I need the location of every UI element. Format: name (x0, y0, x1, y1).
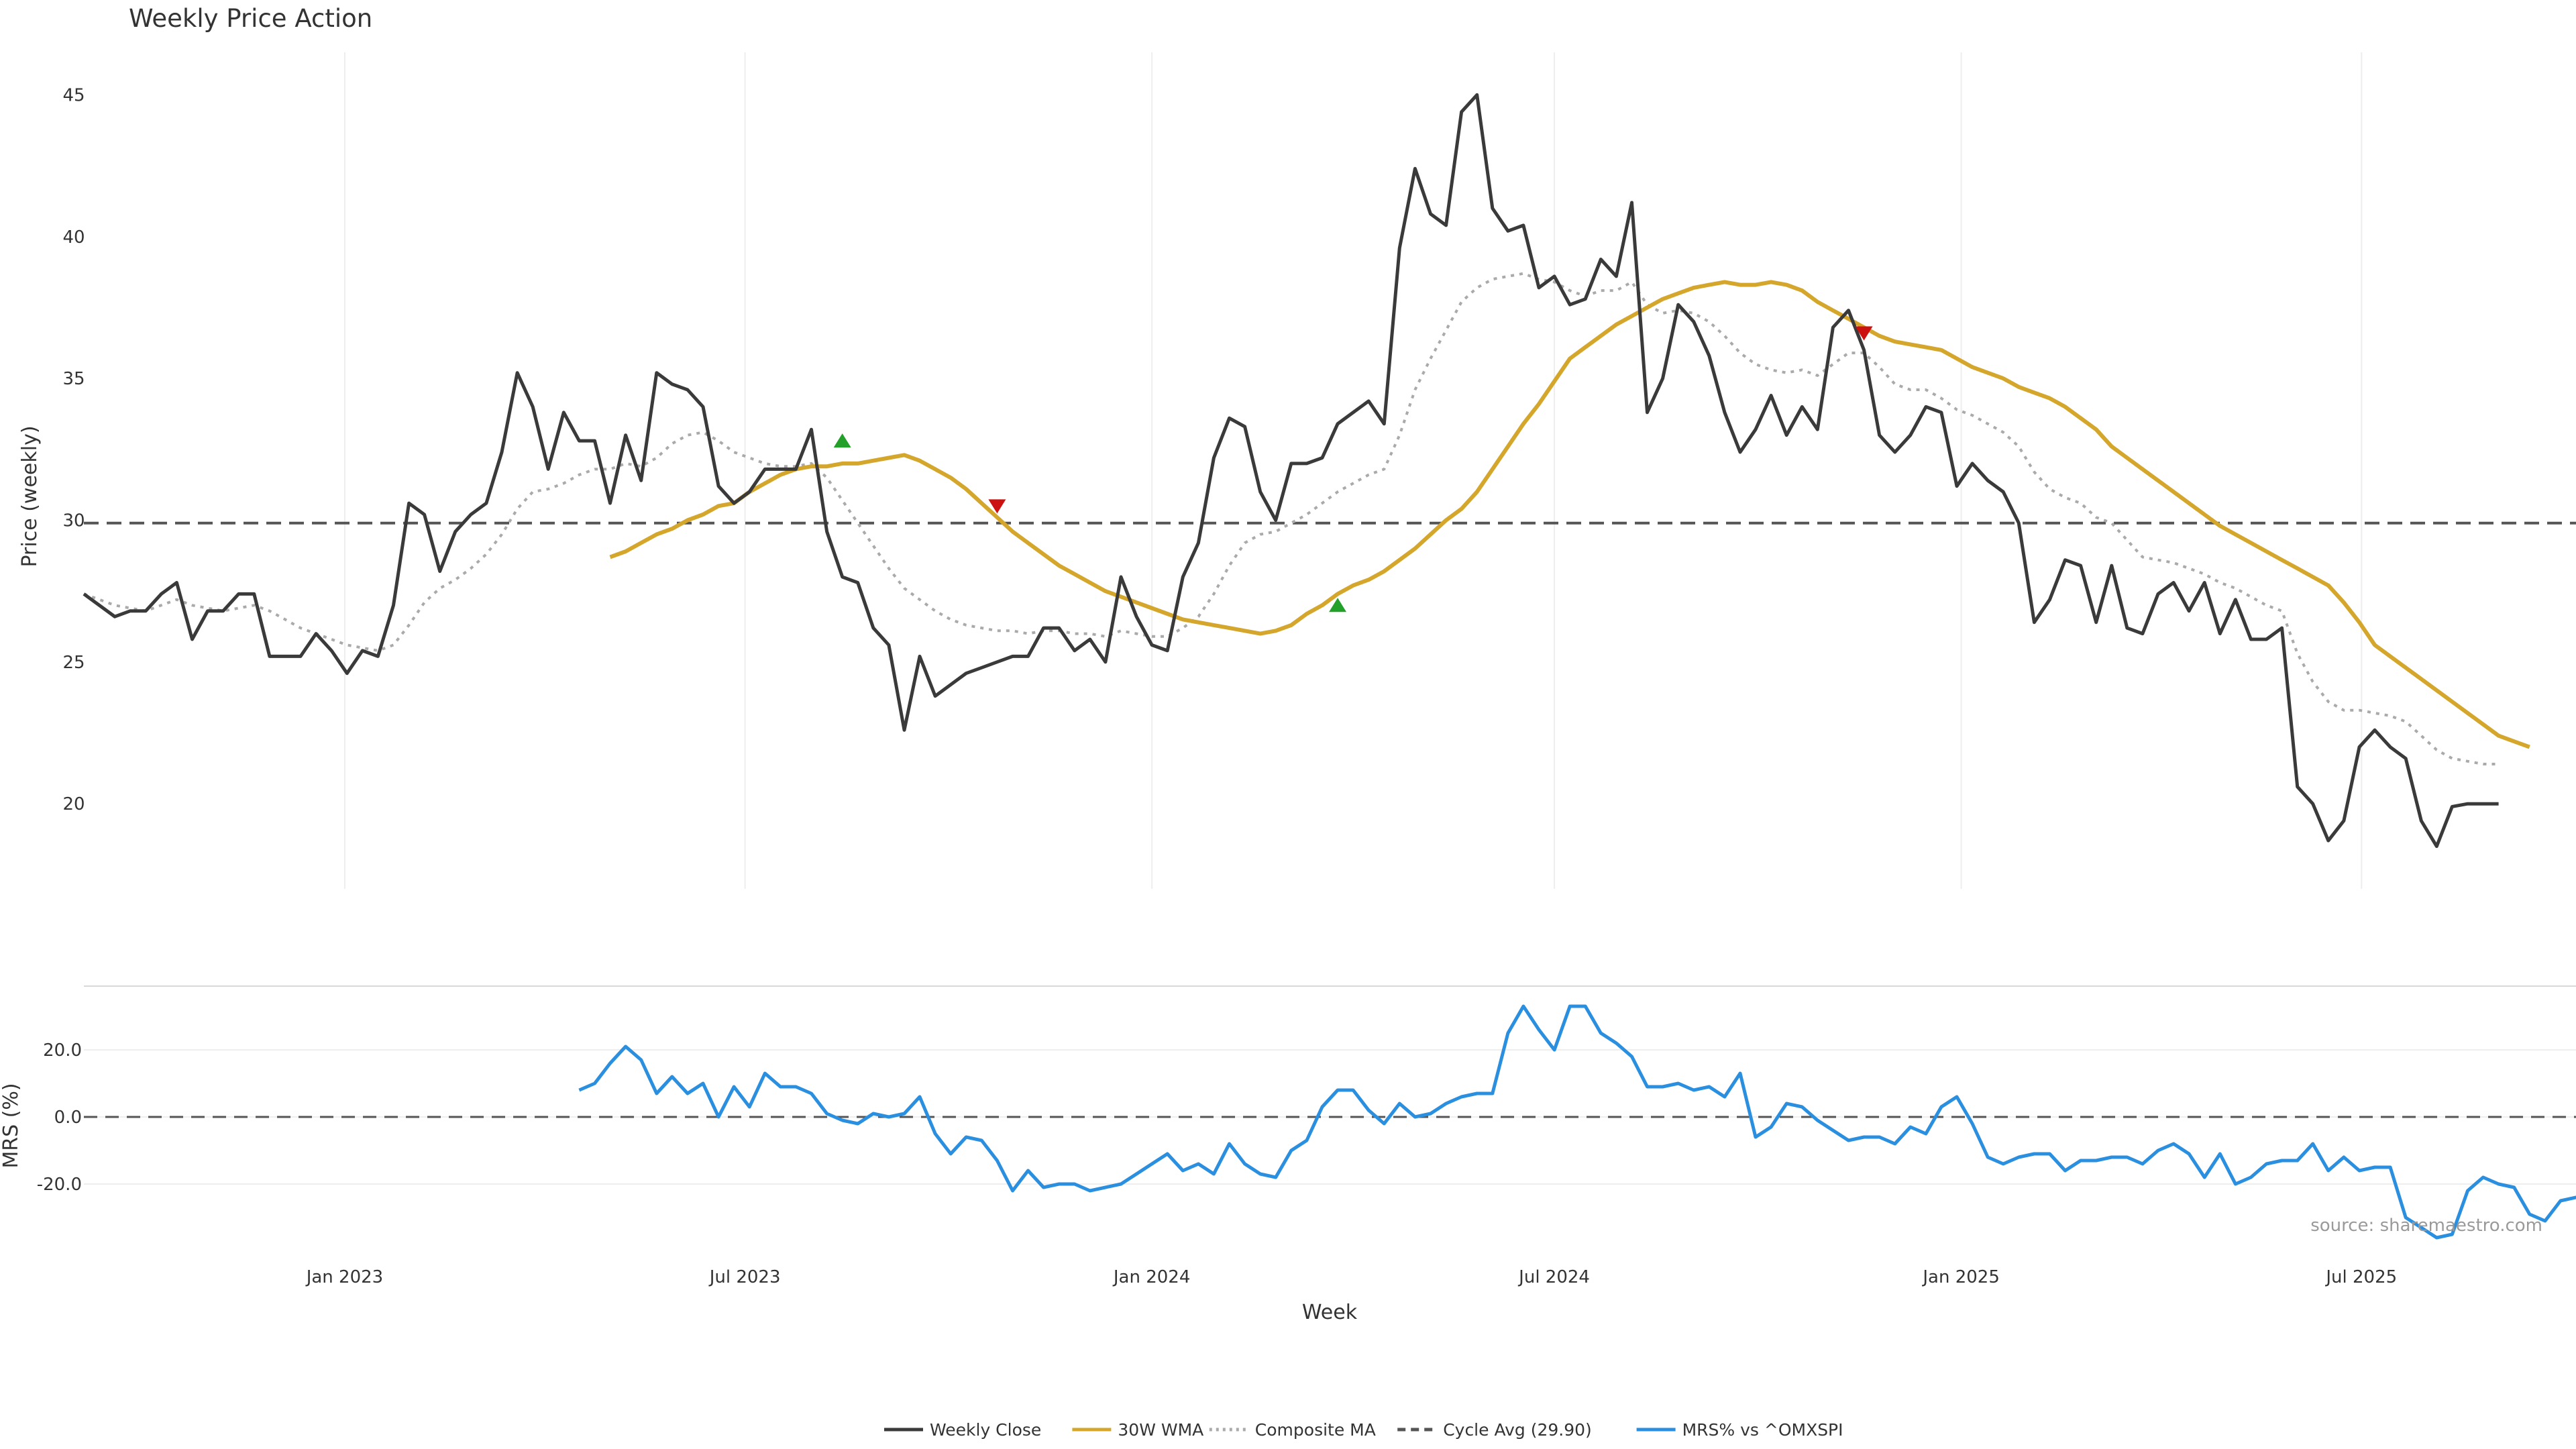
weekly-close-line (83, 93, 2499, 849)
chart-title: Weekly Price Action (129, 4, 372, 33)
legend-item: MRS% vs ^OMXSPI (1636, 1420, 1843, 1440)
price-panel-grid (343, 52, 2363, 889)
signal-markers (833, 326, 1873, 612)
mrs-y-axis: 20.0 0.0 -20.0 (37, 1040, 82, 1195)
mrs-y-tick-label: -20.0 (37, 1175, 82, 1195)
legend: Weekly Close 30W WMA Composite MA Cycle Avg… (884, 1420, 1843, 1440)
price-y-tick-label: 45 (62, 85, 85, 105)
legend-label: Weekly Close (930, 1420, 1041, 1440)
x-tick-label: Jan 2023 (305, 1267, 384, 1287)
composite-ma-line (83, 272, 2499, 765)
mrs-panel-series (578, 1004, 2576, 1240)
legend-item: Cycle Avg (29.90) (1397, 1420, 1592, 1440)
price-y-tick-label: 20 (62, 794, 85, 814)
legend-item: Composite MA (1209, 1420, 1376, 1440)
x-tick-label: Jul 2025 (2324, 1267, 2397, 1287)
buy-signal-marker (833, 433, 851, 448)
price-y-tick-label: 25 (62, 653, 85, 673)
x-tick-label: Jul 2024 (1517, 1267, 1590, 1287)
wma-30w-line (609, 280, 2530, 749)
mrs-y-tick-label: 0.0 (54, 1108, 82, 1128)
mrs-line (578, 1004, 2576, 1240)
source-watermark: source: sharemaestro.com (2310, 1216, 2542, 1236)
sell-signal-marker (1855, 326, 1873, 341)
legend-item: 30W WMA (1072, 1420, 1203, 1440)
legend-label: MRS% vs ^OMXSPI (1682, 1420, 1843, 1440)
price-y-tick-label: 35 (62, 369, 85, 389)
x-tick-label: Jan 2025 (1921, 1267, 2000, 1287)
x-tick-label: Jan 2024 (1112, 1267, 1191, 1287)
sell-signal-marker (988, 499, 1006, 514)
legend-label: Cycle Avg (29.90) (1443, 1420, 1592, 1440)
legend-label: Composite MA (1255, 1420, 1376, 1440)
x-tick-label: Jul 2023 (708, 1267, 781, 1287)
mrs-y-tick-label: 20.0 (43, 1040, 82, 1061)
mrs-y-axis-title: MRS (%) (0, 1083, 23, 1168)
price-panel-series (83, 93, 2530, 849)
x-axis: Jan 2023 Jul 2023 Jan 2024 Jul 2024 Jan 2025… (305, 1267, 2397, 1287)
price-y-tick-label: 30 (62, 511, 85, 531)
legend-label: 30W WMA (1118, 1420, 1203, 1440)
x-axis-title: Week (1302, 1301, 1358, 1324)
price-y-tick-label: 40 (62, 227, 85, 248)
price-y-axis: 20 25 30 35 40 45 (62, 85, 85, 814)
buy-signal-marker (1329, 598, 1347, 612)
legend-item: Weekly Close (884, 1420, 1041, 1440)
price-y-axis-title: Price (weekly) (18, 425, 42, 567)
